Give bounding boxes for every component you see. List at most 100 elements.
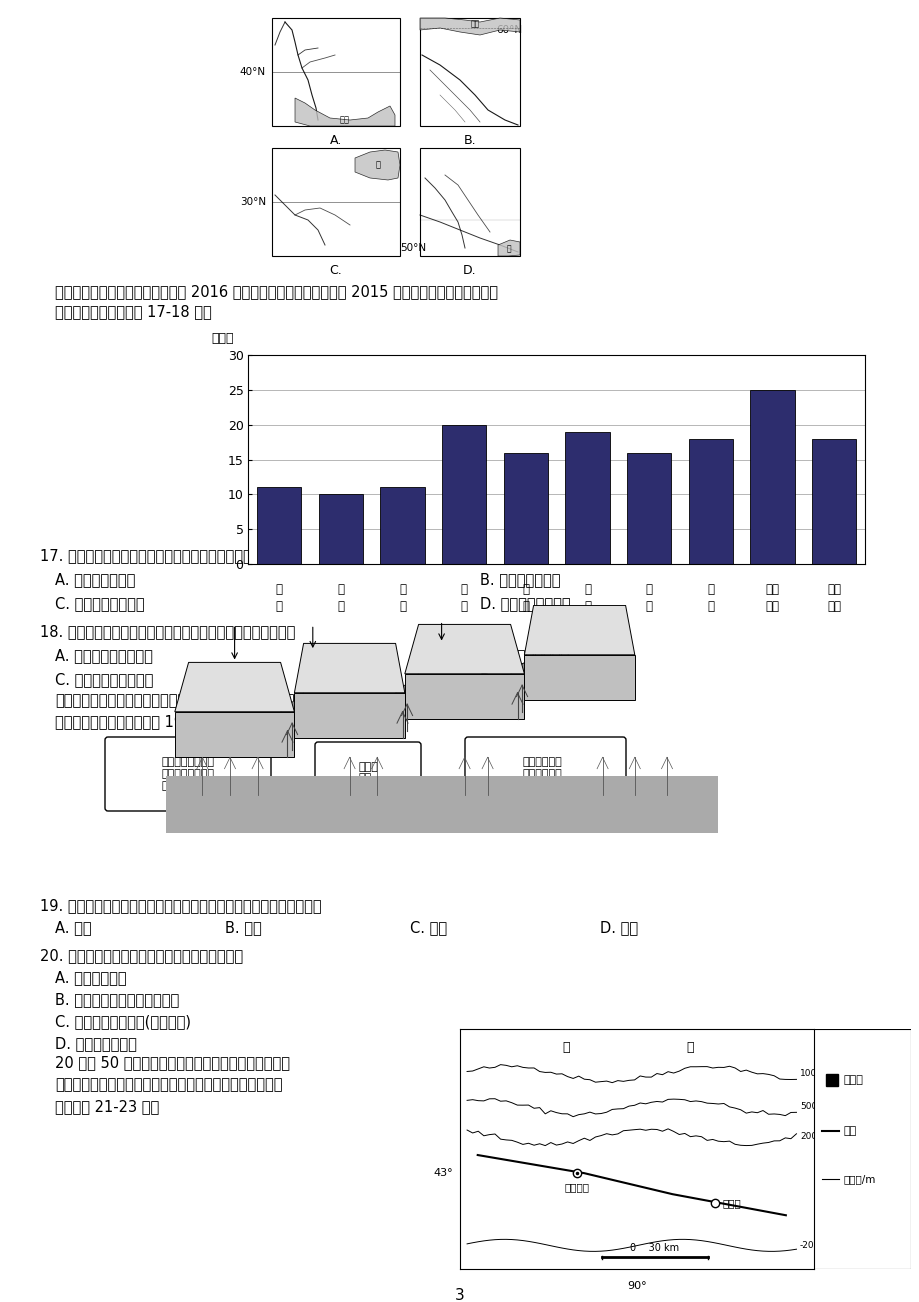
- Text: 木齐: 木齐: [826, 600, 840, 613]
- Text: C. 光照: C. 光照: [410, 921, 447, 935]
- Text: 呼和: 呼和: [765, 583, 778, 596]
- Polygon shape: [175, 712, 294, 758]
- Text: 口: 口: [584, 600, 590, 613]
- Text: 0    30 km: 0 30 km: [630, 1243, 678, 1253]
- Text: 500: 500: [800, 1103, 816, 1112]
- Bar: [318, 495, 363, 564]
- Text: 18. 若某城市商品房去库存周期一直保持较长，将产生的影响是: 18. 若某城市商品房去库存周期一直保持较长，将产生的影响是: [40, 624, 295, 639]
- FancyBboxPatch shape: [314, 742, 421, 803]
- Text: D. 城市土地供应较多: D. 城市土地供应较多: [480, 596, 570, 611]
- Polygon shape: [294, 693, 404, 738]
- Text: 吐鲁番市: 吐鲁番市: [563, 1182, 589, 1193]
- Polygon shape: [497, 240, 519, 256]
- Text: 疆: 疆: [506, 245, 511, 254]
- Text: 横压土腰带，
防大风揭膜，
拦截降雨径流。: 横压土腰带， 防大风揭膜， 拦截降雨径流。: [522, 758, 568, 790]
- Bar: [420, 18, 519, 126]
- Text: D. 覆膜内气温上升: D. 覆膜内气温上升: [55, 1036, 137, 1051]
- Polygon shape: [175, 663, 294, 712]
- Polygon shape: [420, 18, 519, 35]
- Text: 海: 海: [337, 600, 344, 613]
- Text: 沙: 沙: [645, 600, 652, 613]
- Text: -200: -200: [800, 1241, 820, 1250]
- Text: 海: 海: [584, 583, 590, 596]
- Polygon shape: [355, 150, 400, 180]
- Bar: [380, 487, 425, 564]
- Text: 两幅地膜相接处，
用垄面和垄沟内的
表土压实。: 两幅地膜相接处， 用垄面和垄沟内的 表土压实。: [162, 758, 214, 790]
- Text: 州: 州: [399, 600, 405, 613]
- Text: C. 城市人口增长较快: C. 城市人口增长较快: [55, 596, 144, 611]
- Text: C. 城市化水平迅速提高: C. 城市化水平迅速提高: [55, 672, 153, 687]
- Text: 阳: 阳: [460, 600, 467, 613]
- Text: 杭: 杭: [399, 583, 405, 596]
- Text: 州: 州: [707, 600, 713, 613]
- Text: 50°N: 50°N: [400, 243, 425, 253]
- Text: A. 城市化进程较慢: A. 城市化进程较慢: [55, 572, 135, 587]
- Text: 新铁路。兰新铁路在新疆吐鲁番附近的线路如下图所示。读: 新铁路。兰新铁路在新疆吐鲁番附近的线路如下图所示。读: [55, 1077, 282, 1092]
- Text: 等高线/m: 等高线/m: [843, 1174, 875, 1184]
- Text: （月）: （月）: [211, 332, 233, 345]
- Text: 北: 北: [276, 583, 282, 596]
- Bar: [626, 453, 671, 564]
- Text: 鄯善县: 鄯善县: [721, 1198, 740, 1208]
- Text: D.: D.: [462, 264, 476, 277]
- Bar: [272, 18, 400, 126]
- Bar: [749, 391, 794, 564]
- Polygon shape: [280, 693, 303, 758]
- Text: D. 土壤: D. 土壤: [599, 921, 638, 935]
- Text: B.: B.: [463, 134, 476, 147]
- Text: 安: 安: [522, 600, 528, 613]
- Text: 20. 下列叙述不属于该技术对农作物生长有利的是: 20. 下列叙述不属于该技术对农作物生长有利的是: [40, 948, 243, 963]
- Polygon shape: [295, 98, 394, 126]
- Text: 库存周期图，读图完成 17-18 题。: 库存周期图，读图完成 17-18 题。: [55, 303, 211, 319]
- Polygon shape: [524, 605, 634, 655]
- Text: 40°N: 40°N: [240, 66, 266, 77]
- Text: B. 地膜覆盖抑制土壤水分蒸发: B. 地膜覆盖抑制土壤水分蒸发: [55, 992, 179, 1006]
- FancyBboxPatch shape: [105, 737, 271, 811]
- Text: 兰: 兰: [707, 583, 713, 596]
- Text: 铁路: 铁路: [843, 1126, 856, 1135]
- Text: 物产量大大提高。据图回答 19-20 题。: 物产量大大提高。据图回答 19-20 题。: [55, 713, 229, 729]
- Text: 城市商品房去库存已被确定为我国 2016 年五大经济任务之一。下图为 2015 年第三季度我国部分城市去: 城市商品房去库存已被确定为我国 2016 年五大经济任务之一。下图为 2015 …: [55, 284, 497, 299]
- Text: 浩特: 浩特: [765, 600, 778, 613]
- Bar: [256, 487, 301, 564]
- Bar: [420, 148, 519, 256]
- Text: 西藏: 西藏: [340, 116, 349, 125]
- Text: 西: 西: [522, 583, 528, 596]
- Text: 19. 据图判断铺膜种植能大幅度提高农作物粮食产量，主要充分利用了: 19. 据图判断铺膜种植能大幅度提高农作物粮食产量，主要充分利用了: [40, 898, 322, 913]
- Text: 图，完成 21-23 题。: 图，完成 21-23 题。: [55, 1099, 159, 1115]
- Text: 播种沟
垄沟: 播种沟 垄沟: [357, 762, 378, 784]
- Polygon shape: [395, 674, 418, 738]
- Text: 20 世纪 50 年代，在外国专家的指导下，我国修建了兰: 20 世纪 50 年代，在外国专家的指导下，我国修建了兰: [55, 1055, 289, 1070]
- Text: 火车站: 火车站: [843, 1074, 862, 1085]
- Text: 90°: 90°: [627, 1281, 646, 1292]
- Bar: [564, 432, 609, 564]
- Text: 17. 与呼和浩特等城市相比，北京、上海等城市去库存周期较短的原因最可能是: 17. 与呼和浩特等城市相比，北京、上海等城市去库存周期较短的原因最可能是: [40, 548, 357, 562]
- Text: 在我国西北地区利用一种新型地膜覆盖技术——全膜双垄沟播栽培技术发展农业生产(如下图），使农作: 在我国西北地区利用一种新型地膜覆盖技术——全膜双垄沟播栽培技术发展农业生产(如下…: [55, 691, 466, 707]
- Text: 200: 200: [800, 1133, 816, 1142]
- Text: 30°N: 30°N: [240, 197, 266, 207]
- Text: 东: 东: [375, 160, 380, 169]
- Text: C.: C.: [329, 264, 342, 277]
- Text: 60°N: 60°N: [495, 25, 521, 35]
- Text: 山: 山: [686, 1040, 693, 1053]
- Bar: [272, 148, 400, 256]
- Text: B. 降水: B. 降水: [225, 921, 262, 935]
- Text: 43°: 43°: [433, 1168, 452, 1178]
- Bar: [503, 453, 548, 564]
- Text: A. 热量: A. 热量: [55, 921, 92, 935]
- Text: A.: A.: [330, 134, 342, 147]
- Polygon shape: [510, 655, 533, 719]
- Text: 上: 上: [337, 583, 344, 596]
- Text: 长: 长: [645, 583, 652, 596]
- Polygon shape: [524, 655, 634, 700]
- Text: 北京: 北京: [470, 20, 479, 29]
- Text: C. 改善垄沟土壤墒情(土壤湿度): C. 改善垄沟土壤墒情(土壤湿度): [55, 1014, 191, 1029]
- Text: B. 城市化水平较低: B. 城市化水平较低: [480, 572, 560, 587]
- Polygon shape: [294, 643, 404, 693]
- Polygon shape: [404, 674, 524, 719]
- Text: A. 覆膜雨水富集: A. 覆膜雨水富集: [55, 970, 127, 986]
- Text: 京: 京: [276, 600, 282, 613]
- Text: D. 城市土地资源浪费: D. 城市土地资源浪费: [480, 672, 570, 687]
- Text: A. 城市和乡村差异减小: A. 城市和乡村差异减小: [55, 648, 153, 663]
- Text: 3: 3: [455, 1288, 464, 1302]
